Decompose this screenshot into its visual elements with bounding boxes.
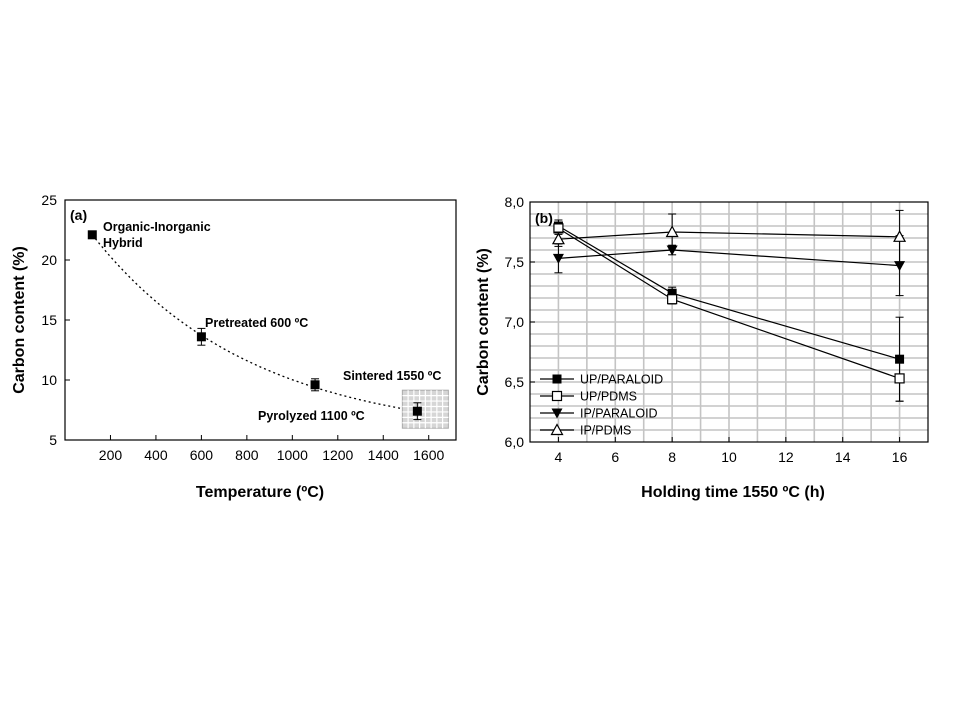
panel-b-x-tick-label: 8	[668, 449, 676, 465]
panel-a-sintered-inset	[401, 389, 449, 429]
panel-b-x-tick-label: 16	[892, 449, 908, 465]
panel-a-y-tick-label: 25	[41, 192, 57, 208]
panel-a-data-point	[87, 230, 97, 240]
panel-a-y-tick-label: 10	[41, 372, 57, 388]
panel-a-x-tick-label: 400	[144, 447, 168, 463]
panel-b-x-axis-label: Holding time 1550 ºC (h)	[641, 484, 825, 501]
panel-b-y-tick-label: 6,5	[505, 374, 525, 390]
annotation-organic-inorganic: Organic-Inorganic	[103, 220, 211, 234]
panel-a-x-tick-label: 1000	[277, 447, 308, 463]
panel-a-chart: (a) Temperature (ºC) Carbon content (%) …	[11, 192, 457, 501]
panel-a-x-tick-label: 1400	[368, 447, 399, 463]
legend-label: IP/PDMS	[580, 424, 631, 438]
panel-b-x-tick-label: 10	[721, 449, 737, 465]
panel-b-x-tick-label: 14	[835, 449, 851, 465]
panel-b-y-tick-label: 7,0	[505, 314, 525, 330]
legend-label: IP/PARALOID	[580, 407, 658, 421]
panel-b-label: (b)	[535, 210, 553, 226]
panel-a-x-tick-label: 200	[99, 447, 123, 463]
panel-a-x-tick-label: 600	[190, 447, 214, 463]
panel-a-x-tick-label: 800	[235, 447, 259, 463]
panel-a-data-point	[310, 380, 320, 390]
series-up-pdms	[553, 221, 905, 402]
legend-marker	[550, 423, 564, 436]
series-ip-pdms	[551, 209, 907, 264]
panel-b-y-tick-label: 7,5	[505, 254, 525, 270]
legend-marker	[551, 390, 563, 402]
annotation-sintered: Sintered 1550 ºC	[343, 369, 441, 383]
annotation-pretreated: Pretreated 600 ºC	[205, 316, 308, 330]
panel-a-y-tick-label: 20	[41, 252, 57, 268]
data-point	[552, 253, 564, 264]
legend-label: UP/PARALOID	[580, 373, 663, 387]
panel-a-y-tick-label: 15	[41, 312, 57, 328]
legend-marker	[552, 374, 562, 384]
panel-b-y-tick-label: 8,0	[505, 194, 525, 210]
data-point	[667, 294, 678, 305]
data-point	[667, 288, 677, 298]
panel-b-legend: UP/PARALOID UP/PDMS IP/PARALOID IP/PDMS	[540, 373, 663, 438]
panel-b-y-axis-label: Carbon content (%)	[475, 248, 492, 396]
panel-b-y-tick-label: 6,0	[505, 434, 525, 450]
data-point	[665, 225, 679, 238]
panel-a-y-tick-label: 5	[49, 432, 57, 448]
panel-a-x-axis-label: Temperature (ºC)	[196, 484, 324, 501]
panel-a-y-axis-label: Carbon content (%)	[11, 246, 28, 394]
panel-a-data-point	[412, 406, 422, 416]
panel-a-label: (a)	[70, 207, 87, 223]
data-point	[551, 232, 565, 245]
annotation-pyrolyzed: Pyrolyzed 1100 ºC	[258, 409, 365, 423]
legend-label: UP/PDMS	[580, 390, 637, 404]
panel-a-x-tick-label: 1200	[322, 447, 353, 463]
panel-b-chart: (b) Holding time 1550 ºC (h) Carbon cont…	[475, 194, 929, 501]
panel-b-x-tick-label: 12	[778, 449, 794, 465]
panel-a-data-point	[196, 332, 206, 342]
panel-a-x-tick-label: 1600	[413, 447, 444, 463]
legend-marker	[551, 408, 563, 419]
annotation-hybrid: Hybrid	[103, 236, 143, 250]
panel-b-x-tick-label: 6	[611, 449, 619, 465]
data-point	[893, 230, 907, 242]
panel-b-x-tick-label: 4	[555, 449, 563, 465]
data-point	[894, 373, 905, 384]
